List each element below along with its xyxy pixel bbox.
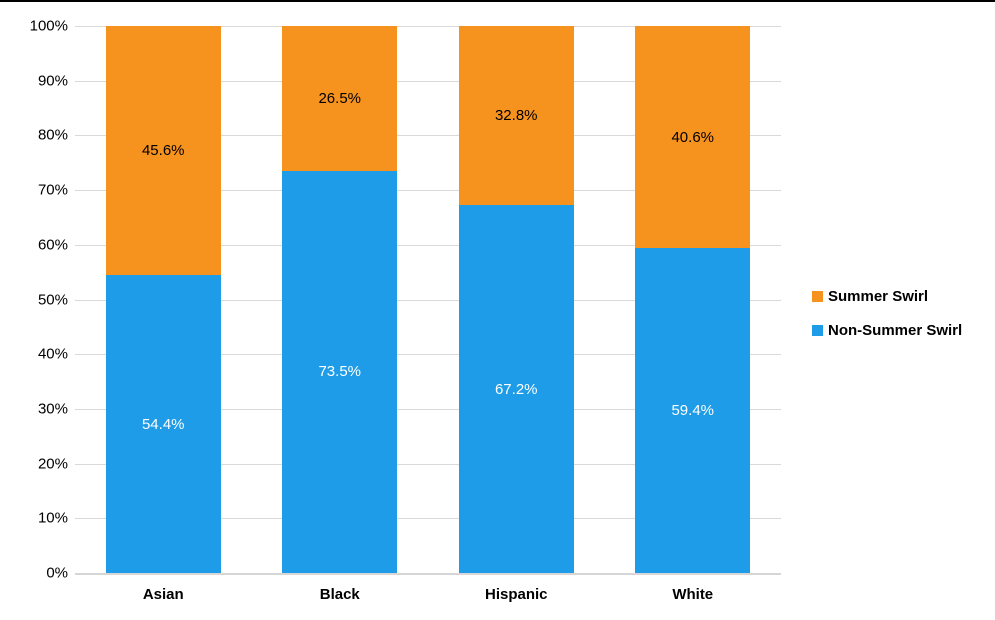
stacked-bar-white: 40.6% 59.4% (635, 26, 751, 573)
data-label: 54.4% (141, 415, 185, 433)
bar-slot: 40.6% 59.4% (605, 26, 782, 573)
data-label: 32.8% (494, 107, 538, 125)
data-label: 67.2% (494, 380, 538, 398)
x-category-label: Black (319, 586, 360, 603)
y-tick-label: 100% (29, 17, 68, 35)
x-axis-labels: Asian Black Hispanic White (75, 586, 781, 603)
gridline (75, 518, 781, 520)
bar-segment-non-summer-swirl: 54.4% (105, 275, 221, 573)
gridline (75, 80, 781, 82)
y-tick-label: 80% (37, 126, 68, 144)
legend-label: Summer Swirl (828, 287, 929, 305)
x-category-label: Asian (142, 586, 184, 603)
y-tick-label: 90% (37, 72, 68, 90)
y-tick-label: 10% (37, 509, 68, 527)
data-label: 26.5% (318, 89, 362, 107)
x-category-label: Hispanic (484, 586, 548, 603)
legend: Summer Swirl Non-Summer Swirl (812, 287, 962, 355)
stacked-bar-asian: 45.6% 54.4% (105, 26, 221, 573)
x-category-label: White (672, 586, 714, 603)
bar-segment-summer-swirl: 45.6% (105, 26, 221, 276)
legend-swatch (812, 290, 823, 302)
gridline (75, 135, 781, 137)
data-label: 45.6% (141, 142, 185, 160)
legend-item: Non-Summer Swirl (812, 321, 962, 339)
bar-slot: 26.5% 73.5% (252, 26, 429, 573)
gridline (75, 299, 781, 301)
bar-segment-summer-swirl: 26.5% (282, 26, 398, 171)
y-tick-label: 40% (37, 345, 68, 363)
y-tick-label: 60% (37, 236, 68, 254)
bar-segment-summer-swirl: 32.8% (458, 26, 574, 206)
data-label: 59.4% (671, 402, 715, 420)
gridline (75, 244, 781, 246)
bar-segment-non-summer-swirl: 67.2% (458, 205, 574, 573)
y-tick-label: 50% (37, 291, 68, 308)
top-border-line (0, 0, 995, 2)
y-axis-labels: 100% 90% 80% 70% 60% 50% 40% 30% 20% 10% 0% (0, 18, 68, 582)
legend-label: Non-Summer Swirl (828, 321, 963, 339)
data-label: 73.5% (318, 363, 362, 381)
legend-item: Summer Swirl (812, 287, 962, 305)
y-tick-label: 70% (37, 181, 68, 199)
gridline (75, 26, 781, 27)
bar-slot: 45.6% 54.4% (75, 26, 252, 573)
gridline (75, 463, 781, 465)
plot-area: 45.6% 54.4% 26.5% 73.5% 32.8% 67.2% 40.6% 59.4% (75, 26, 781, 575)
bar-segment-summer-swirl: 40.6% (635, 26, 751, 249)
stacked-bar-black: 26.5% 73.5% (282, 26, 398, 573)
bar-segment-non-summer-swirl: 73.5% (282, 170, 398, 573)
bar-segment-non-summer-swirl: 59.4% (635, 248, 751, 573)
gridline (75, 190, 781, 192)
y-tick-label: 30% (37, 400, 68, 418)
y-tick-label: 20% (37, 455, 68, 473)
bars-group: 45.6% 54.4% 26.5% 73.5% 32.8% 67.2% 40.6% 59.4% (75, 26, 781, 573)
gridline (75, 354, 781, 356)
data-label: 40.6% (671, 128, 715, 146)
stacked-bar-hispanic: 32.8% 67.2% (458, 26, 574, 573)
legend-swatch (812, 324, 823, 336)
bar-slot: 32.8% 67.2% (428, 26, 605, 573)
y-tick-label: 0% (46, 564, 68, 582)
gridline (75, 408, 781, 410)
